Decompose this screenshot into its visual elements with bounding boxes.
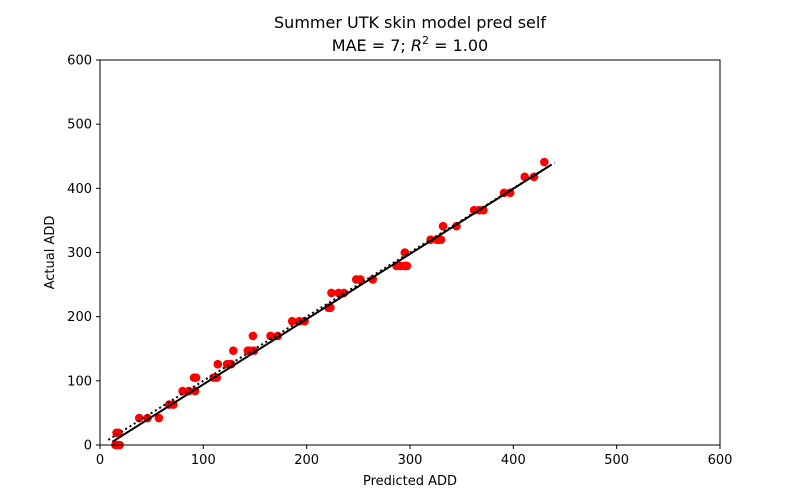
scatter-point	[436, 235, 446, 244]
scatter-point	[248, 331, 258, 341]
y-axis: 0 100 200 300 400 500 600	[67, 54, 100, 454]
title-r-value: = 1.00	[429, 36, 488, 55]
scatter-point	[287, 316, 297, 326]
scatter-point	[327, 288, 336, 298]
y-tick-label: 400	[67, 182, 92, 197]
fit-line	[111, 164, 552, 443]
chart-title-line1: Summer UTK skin model pred self	[274, 13, 546, 32]
title-r-symbol: R	[411, 36, 422, 55]
title-mae: MAE = 7;	[332, 36, 411, 55]
y-tick-label: 600	[67, 54, 92, 69]
x-tick-label: 300	[398, 453, 423, 468]
scatter-point	[540, 157, 549, 167]
y-tick-label: 500	[67, 118, 92, 133]
y-tick-label: 200	[67, 310, 92, 325]
x-axis-label: Predicted ADD	[363, 474, 457, 489]
y-tick-label: 0	[84, 439, 92, 454]
title-r-superscript: 2	[422, 34, 429, 47]
scatter-point	[266, 331, 275, 341]
x-axis: 0 100 200 300 400 500 600	[96, 445, 733, 468]
x-tick-label: 200	[294, 453, 319, 468]
scatter-point	[438, 221, 448, 231]
scatter-point	[114, 428, 123, 438]
y-tick-label: 100	[67, 374, 92, 389]
scatter-point	[520, 172, 529, 182]
x-tick-label: 500	[604, 453, 629, 468]
scatter-point	[402, 261, 412, 271]
scatter-point	[154, 413, 164, 423]
scatter-point	[134, 413, 144, 423]
x-tick-label: 600	[708, 453, 733, 468]
x-tick-label: 400	[501, 453, 526, 468]
x-tick-label: 0	[96, 453, 104, 468]
x-tick-label: 100	[191, 453, 216, 468]
scatter-point	[368, 275, 378, 284]
scatter-point	[229, 346, 238, 355]
scatter-point	[356, 275, 365, 284]
scatter-point	[213, 359, 223, 369]
chart-title-line2: MAE = 7; R2 = 1.00	[332, 34, 488, 55]
y-tick-label: 300	[67, 246, 92, 261]
scatter-point	[189, 373, 199, 382]
y-axis-label: Actual ADD	[43, 216, 58, 290]
scatter-point	[178, 386, 187, 396]
plot-area	[107, 157, 556, 450]
